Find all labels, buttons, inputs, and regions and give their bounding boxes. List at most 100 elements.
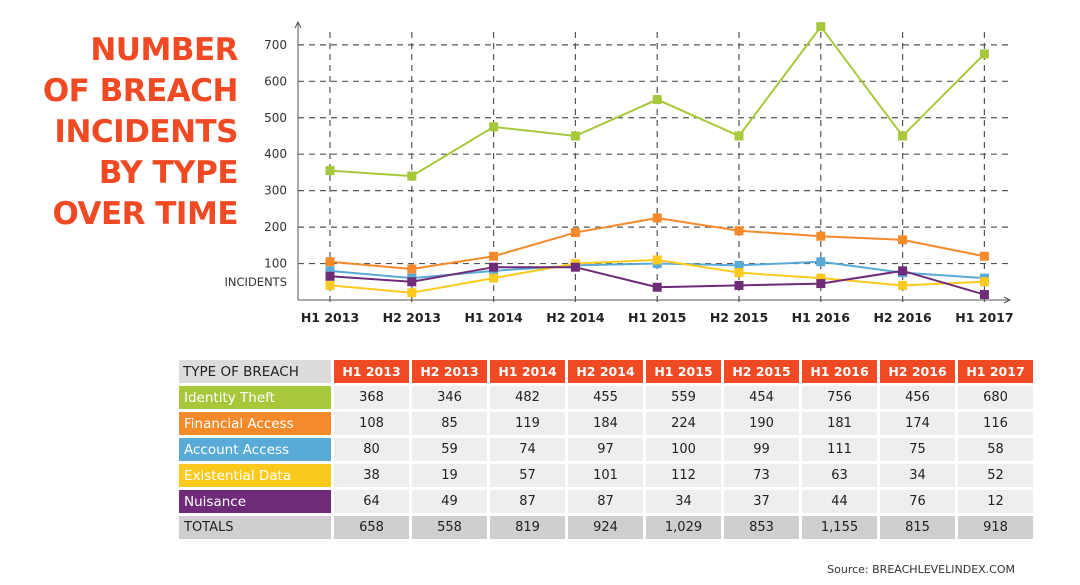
table-cell: 73 [724, 464, 799, 487]
data-point-existential-data [816, 273, 826, 283]
chart-title-line: of breach [42, 73, 239, 109]
data-point-identity-theft [407, 171, 417, 181]
data-point-financial-access [407, 264, 417, 274]
chart-title-line: Number [90, 32, 238, 68]
table-cell: 116 [958, 412, 1033, 435]
table-column-header: H2 2014 [568, 360, 643, 383]
table-row: Financial Access 108 85 119 184 224 190 181 174 1… [179, 412, 1033, 435]
table-cell: 112 [646, 464, 721, 487]
chart-title: Number of breach incidents by type over time [20, 30, 239, 235]
table-cell: 76 [880, 490, 955, 513]
table-cell: 87 [568, 490, 643, 513]
table-cell: 346 [412, 386, 487, 409]
table-cell: 111 [802, 438, 877, 461]
table-cell: 64 [334, 490, 409, 513]
data-point-identity-theft [734, 131, 744, 141]
table-cell: 559 [646, 386, 721, 409]
totals-cell: 1,029 [646, 516, 721, 539]
data-point-nuisance [979, 290, 989, 300]
table-row: Identity Theft 368 346 482 455 559 454 756 456 68… [179, 386, 1033, 409]
table-cell: 756 [802, 386, 877, 409]
data-point-existential-data [325, 280, 335, 290]
totals-cell: 918 [958, 516, 1033, 539]
table-cell: 101 [568, 464, 643, 487]
data-point-identity-theft [652, 95, 662, 105]
chart-title-line: by type [98, 155, 239, 191]
table-cell: 52 [958, 464, 1033, 487]
breach-type-label: Account Access [179, 438, 331, 461]
table-cell: 99 [724, 438, 799, 461]
chart-title-line: incidents [54, 114, 238, 150]
data-point-nuisance [652, 282, 662, 292]
x-tick-label: H2 2014 [546, 310, 605, 325]
totals-cell: 853 [724, 516, 799, 539]
table-cell: 119 [490, 412, 565, 435]
breach-table: TYPE OF BREACH H1 2013 H2 2013 H1 2014 H2 20… [176, 357, 1036, 542]
table-column-header: H1 2015 [646, 360, 721, 383]
data-point-financial-access [898, 235, 908, 245]
breach-type-label: Financial Access [179, 412, 331, 435]
table-cell: 12 [958, 490, 1033, 513]
table-column-header: H2 2015 [724, 360, 799, 383]
table-cell: 455 [568, 386, 643, 409]
y-tick-label: 100 [264, 257, 287, 271]
totals-cell: 1,155 [802, 516, 877, 539]
data-point-nuisance [489, 262, 499, 272]
data-point-identity-theft [816, 22, 826, 32]
table-cell: 224 [646, 412, 721, 435]
table-column-header: H1 2017 [958, 360, 1033, 383]
data-point-nuisance [734, 280, 744, 290]
data-point-financial-access [325, 257, 335, 267]
data-point-nuisance [407, 277, 417, 287]
table-cell: 80 [334, 438, 409, 461]
data-point-identity-theft [898, 131, 908, 141]
data-point-financial-access [570, 228, 580, 238]
x-tick-label: H1 2016 [792, 310, 851, 325]
table-cell: 456 [880, 386, 955, 409]
table-cell: 85 [412, 412, 487, 435]
table-cell: 19 [412, 464, 487, 487]
table-cell: 34 [880, 464, 955, 487]
data-point-financial-access [734, 226, 744, 236]
data-point-existential-data [489, 273, 499, 283]
data-point-nuisance [898, 266, 908, 276]
y-tick-label: 200 [264, 220, 287, 234]
table-header-row: TYPE OF BREACH H1 2013 H2 2013 H1 2014 H2 20… [179, 360, 1033, 383]
table-row: Nuisance 64 49 87 87 34 37 44 76 12 [179, 490, 1033, 513]
data-point-nuisance [816, 279, 826, 289]
line-chart: 100 200 300 400 500 600 700 INCIDENTS H1 2013 H2 … [225, 20, 1014, 325]
data-point-financial-access [979, 251, 989, 261]
chart-title-line: over time [52, 196, 238, 232]
y-tick-label: 700 [264, 38, 287, 52]
totals-cell: 815 [880, 516, 955, 539]
table-cell: 58 [958, 438, 1033, 461]
y-tick-label: 300 [264, 184, 287, 198]
y-tick-label: 500 [264, 111, 287, 125]
breach-type-label: Identity Theft [179, 386, 331, 409]
y-axis-label: INCIDENTS [225, 275, 287, 289]
totals-cell: 819 [490, 516, 565, 539]
x-tick-label: H2 2013 [383, 310, 441, 325]
table-cell: 97 [568, 438, 643, 461]
table-cell: 74 [490, 438, 565, 461]
data-point-identity-theft [489, 122, 499, 132]
table-cell: 482 [490, 386, 565, 409]
data-point-financial-access [816, 231, 826, 241]
table-cell: 37 [724, 490, 799, 513]
source-note: Source: BREACHLEVELINDEX.COM [827, 563, 1015, 576]
table-column-header: H2 2016 [880, 360, 955, 383]
x-axis-arrow [1003, 296, 1012, 304]
x-tick-label: H2 2016 [873, 310, 932, 325]
table-cell: 174 [880, 412, 955, 435]
table-column-header: H1 2013 [334, 360, 409, 383]
data-point-identity-theft [325, 166, 335, 176]
data-point-existential-data [407, 288, 417, 298]
x-tick-label: H1 2017 [955, 310, 1013, 325]
table-cell: 57 [490, 464, 565, 487]
x-tick-label: H1 2014 [464, 310, 523, 325]
data-point-account-access [816, 257, 826, 267]
data-point-existential-data [898, 280, 908, 290]
x-tick-label: H1 2013 [301, 310, 359, 325]
table-cell: 87 [490, 490, 565, 513]
table-cell: 59 [412, 438, 487, 461]
